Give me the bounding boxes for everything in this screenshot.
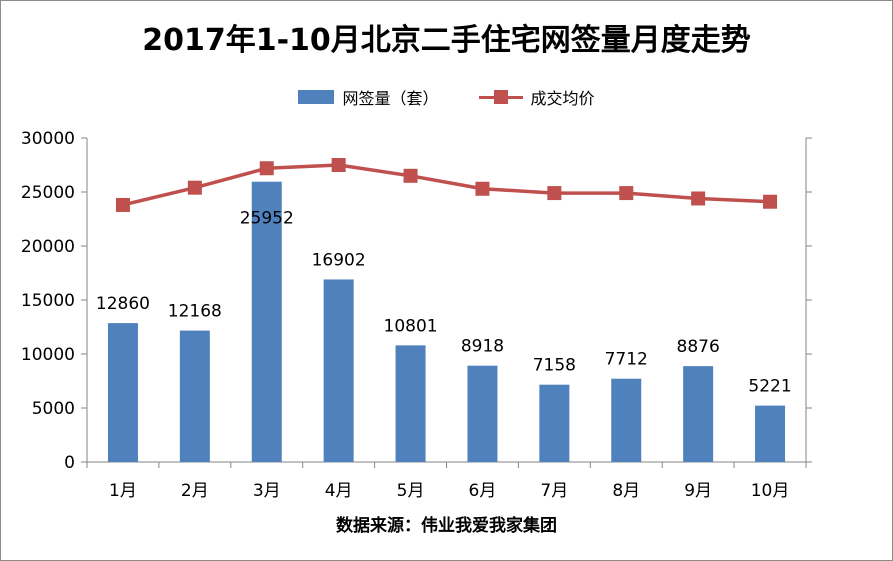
bar <box>755 405 786 462</box>
y-tick-label: 30000 <box>21 129 75 149</box>
price-point <box>187 180 202 195</box>
price-point <box>547 186 562 201</box>
x-tick-label: 1月 <box>109 481 137 501</box>
bar <box>611 378 642 462</box>
x-tick-label: 4月 <box>325 481 353 501</box>
x-tick-label: 10月 <box>751 481 790 501</box>
bar <box>683 366 714 462</box>
x-tick-label: 7月 <box>540 481 568 501</box>
y-tick-label: 5000 <box>32 399 75 419</box>
bar-data-label: 10801 <box>384 316 438 336</box>
price-point <box>403 168 418 183</box>
bar-data-label: 7158 <box>533 356 576 376</box>
y-tick-label: 0 <box>64 453 75 473</box>
bar-data-label: 25952 <box>240 209 294 229</box>
legend-swatch-bar <box>298 90 335 104</box>
price-line <box>122 163 771 207</box>
bar <box>107 323 138 462</box>
y-tick-label: 20000 <box>21 237 75 257</box>
bar <box>251 181 282 463</box>
price-point <box>763 194 778 209</box>
legend-item-line: 成交均价 <box>478 85 595 109</box>
bar <box>179 330 210 462</box>
chart-title: 2017年1-10月北京二手住宅网签量月度走势 <box>142 23 751 58</box>
x-tick-label: 6月 <box>469 481 497 501</box>
price-point <box>331 158 346 172</box>
bar-data-label: 8918 <box>461 337 504 357</box>
y-tick-label: 25000 <box>21 183 75 203</box>
bar-data-label: 7712 <box>605 350 648 370</box>
legend-swatch-line <box>478 90 523 104</box>
bar <box>395 345 426 462</box>
x-tick-label: 9月 <box>684 481 712 501</box>
price-point <box>619 186 634 201</box>
price-point <box>115 197 130 212</box>
bar <box>323 279 354 462</box>
data-source: 数据来源：伟业我爱我家集团 <box>336 516 557 536</box>
x-tick-label: 2月 <box>181 481 209 501</box>
y-tick-label: 10000 <box>21 345 75 365</box>
chart-legend: 网签量（套） 成交均价 <box>1 85 892 109</box>
legend-label-line: 成交均价 <box>530 89 595 108</box>
x-tick-label: 8月 <box>612 481 640 501</box>
price-point <box>259 161 274 176</box>
bar-data-label: 5221 <box>748 377 791 397</box>
legend-item-bar: 网签量（套） <box>298 85 439 109</box>
y-tick-label: 15000 <box>21 291 75 311</box>
bar-data-label: 12168 <box>168 302 222 322</box>
price-point <box>475 181 490 196</box>
bar-data-label: 12860 <box>96 294 150 314</box>
x-tick-label: 3月 <box>253 481 281 501</box>
bar-data-label: 16902 <box>312 250 366 270</box>
price-point <box>691 191 706 206</box>
bar <box>539 384 570 462</box>
x-tick-label: 5月 <box>397 481 425 501</box>
bar <box>467 365 498 462</box>
bar-data-label: 8876 <box>677 337 720 357</box>
legend-label-bar: 网签量（套） <box>342 89 439 108</box>
